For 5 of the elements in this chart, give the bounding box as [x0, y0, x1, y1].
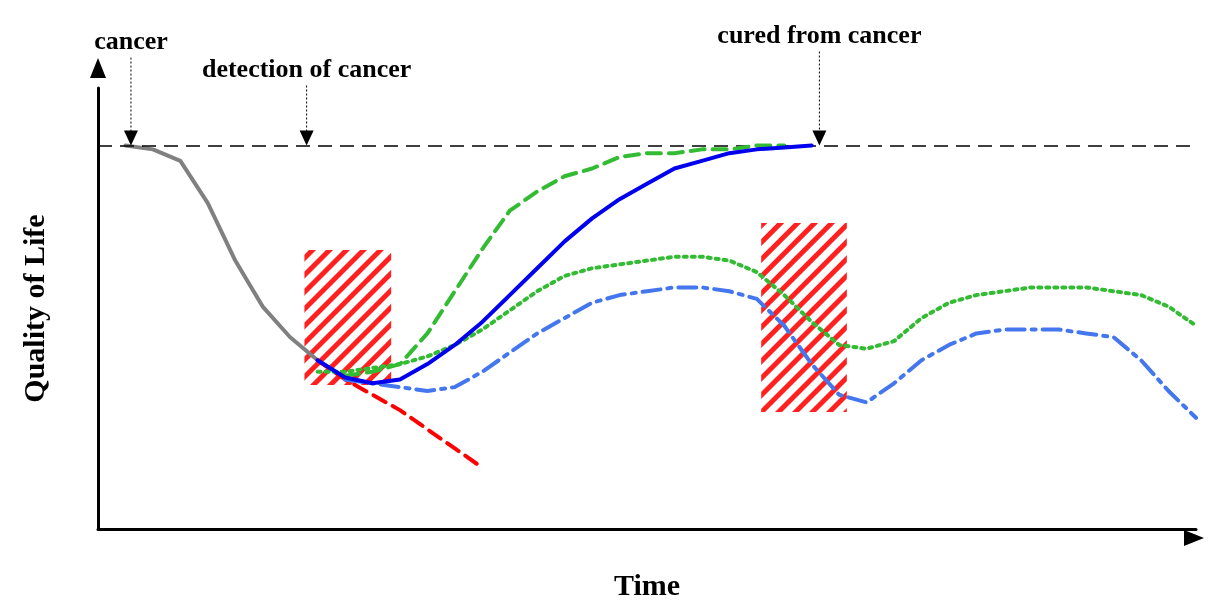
text: cancer	[94, 26, 168, 56]
x-axis-title: Time	[613, 567, 681, 601]
text: detection of cancer	[201, 54, 412, 84]
text: cured from cancer	[717, 20, 922, 50]
y-axis-title: Quality of Life	[16, 214, 50, 403]
